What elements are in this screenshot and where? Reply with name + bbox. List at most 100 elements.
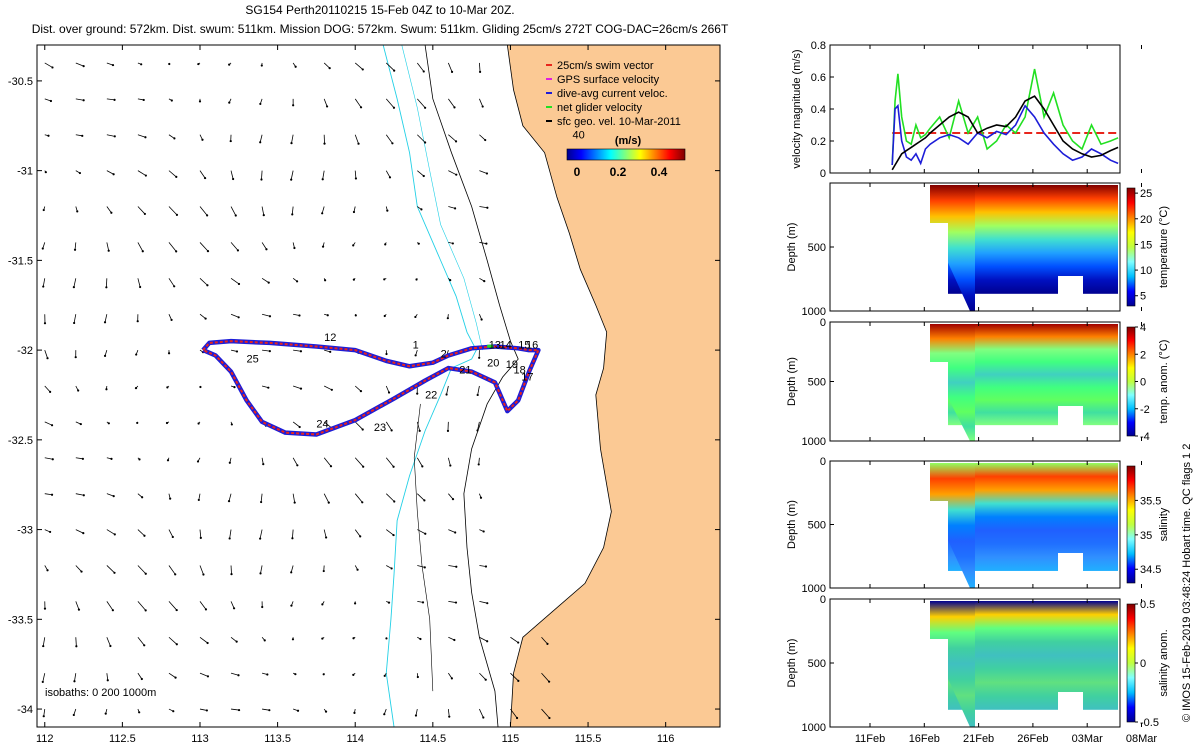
profile-ytick-label: 1000 [802,583,826,595]
profile-colorbar-label: temp. anom. (°C) [1158,340,1170,424]
current-arrow [75,98,84,101]
current-arrow-head [392,106,396,109]
current-arrow-head [354,314,357,317]
current-arrow-head [485,172,489,175]
current-arrow-head [112,495,115,498]
current-arrow-head [111,609,114,612]
current-arrow-head [476,393,479,397]
map-ytick-label: -34 [17,704,33,716]
map-ytick-label: -30.5 [8,76,33,88]
current-arrow-head [234,214,237,217]
current-arrow-head [144,572,147,575]
current-arrow-head [49,530,52,534]
current-arrow-head [324,710,328,713]
current-arrow-head [293,246,296,250]
time-tick-label: 26Feb [1017,733,1048,745]
current-arrow [75,62,84,67]
current-arrow-head [296,464,299,467]
current-arrow [106,242,110,251]
current-arrow [446,385,449,395]
current-arrow-head [174,573,177,576]
current-arrow [448,134,457,142]
velocity-ytick-label: 0.2 [811,136,826,148]
current-arrow-head [391,142,394,145]
current-arrow-head [392,465,395,468]
current-arrow [354,62,364,70]
profile-colorbar-label: salinity [1158,507,1170,541]
current-arrow-head [80,570,83,573]
current-arrow [323,98,328,107]
current-arrow [323,493,330,503]
current-arrow-head [385,352,388,356]
current-arrow [75,637,77,647]
profile-colorbar-tick-label: 35 [1140,530,1152,542]
profile-ytick-label: 1000 [802,436,826,448]
profile-colorbar [1126,603,1136,723]
current-arrow [416,421,421,431]
profile-nodata-mask [930,639,948,727]
current-arrow [168,170,177,178]
current-arrow-head [353,711,356,714]
current-arrow [292,493,296,503]
current-arrow-head [103,354,107,358]
current-arrow [415,708,418,716]
current-arrow [417,134,426,143]
current-arrow [230,242,239,251]
current-arrow-head [260,500,263,504]
current-arrow-head [361,428,364,431]
current-arrow [106,601,114,611]
current-arrow-head [51,458,54,461]
profile-colorbar-tick-label: -2 [1140,404,1150,416]
current-arrow-head [197,62,200,66]
current-arrow [137,278,141,288]
current-arrow [137,529,145,537]
current-arrow [261,242,267,250]
current-arrow-head [455,565,458,568]
current-arrow [168,672,176,678]
current-arrow-head [232,607,236,610]
current-arrow [199,672,209,677]
current-arrow [354,385,362,392]
legend-colorbar [566,148,686,161]
current-arrow-head [139,285,142,289]
profile-ytick-label: 0 [820,456,826,468]
current-arrow-head [486,602,489,605]
track-day-label: 2 [441,348,447,360]
current-arrow [385,385,390,393]
isobath-legend-text: isobaths: 0 200 1000m [45,687,156,699]
time-tick-label: 21Feb [963,733,994,745]
velocity-frame [829,44,1121,174]
colorbar-tick-label: 0 [574,165,581,179]
current-arrow-head [104,712,107,715]
current-arrow [168,278,175,287]
current-arrow-head [106,679,109,682]
profile-nodata-mask [1058,692,1083,725]
current-arrow-head [76,210,79,213]
current-arrow-head [262,463,265,466]
current-arrow [448,493,454,500]
current-arrow [322,170,325,180]
current-arrow [323,529,327,538]
current-arrow-head [517,679,520,682]
velocity-ytick-label: 0.6 [811,72,826,84]
current-arrow-head [174,676,177,679]
current-arrow-head [322,569,325,573]
current-arrow-head [477,463,480,466]
current-arrow-head [414,714,418,717]
map-xtick-label: 115 [502,733,520,745]
current-arrow [447,709,450,717]
current-arrow-head [486,640,489,643]
map-ytick-label: -32.5 [8,435,33,447]
current-arrow [479,636,488,642]
current-arrow-head [268,350,271,353]
current-arrow [230,601,235,609]
current-arrow-head [47,134,50,137]
current-arrow-head [142,98,145,102]
profile-colorbar-tick-label: 0.5 [1140,599,1155,611]
current-arrow-head [170,318,173,322]
current-arrow-head [109,644,112,648]
current-arrow [541,636,548,645]
current-arrow-head [295,280,299,283]
time-tick-label: 11Feb [855,733,885,745]
current-arrow-head [263,639,266,642]
